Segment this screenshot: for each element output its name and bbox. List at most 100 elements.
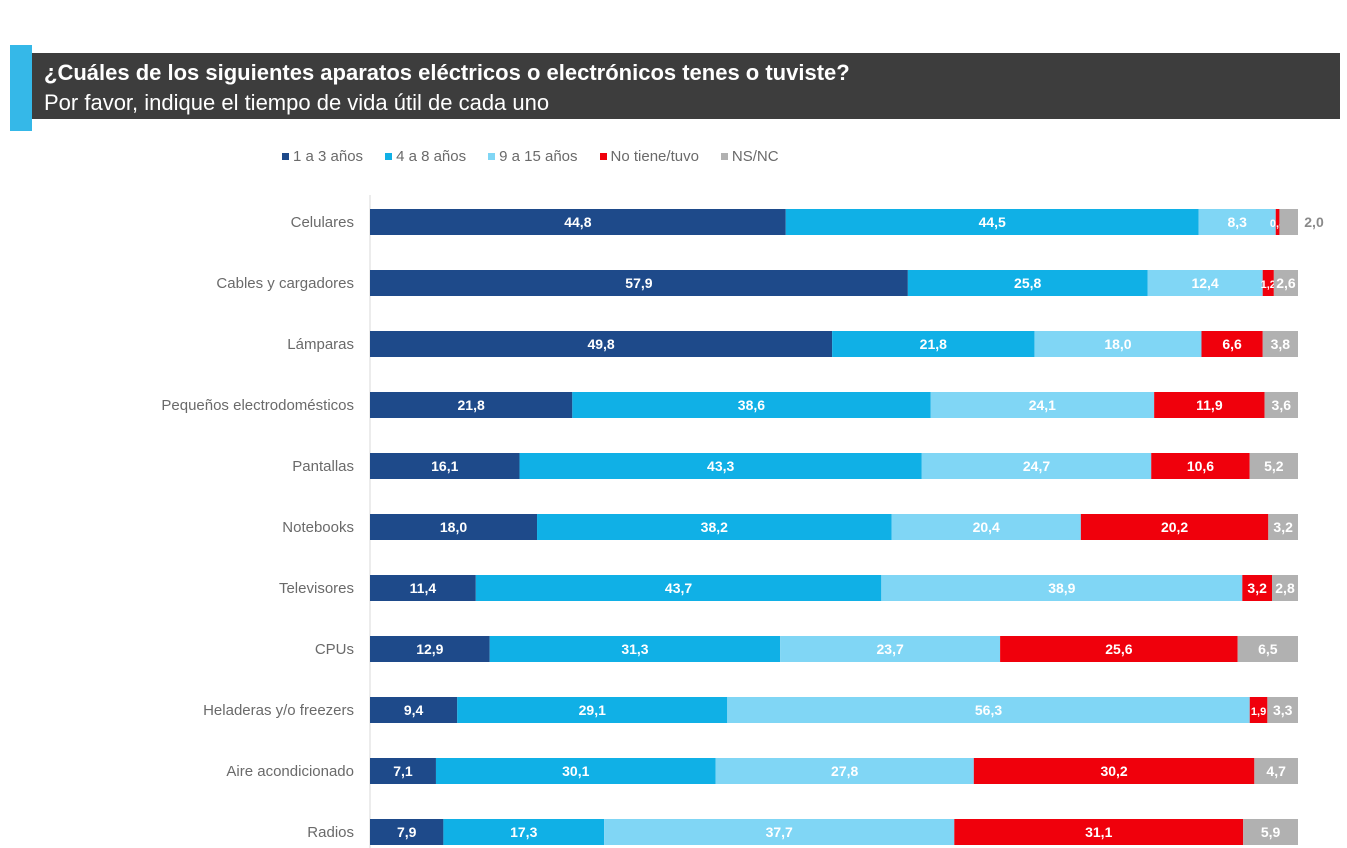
bar-segment bbox=[1268, 514, 1298, 540]
legend-swatch bbox=[720, 153, 728, 160]
category-label: Cables y cargadores bbox=[216, 275, 354, 292]
bar-segment bbox=[973, 758, 1255, 784]
data-label: 3,2 bbox=[1273, 519, 1293, 535]
data-label: 1,2 bbox=[1261, 279, 1276, 291]
data-label: 6,6 bbox=[1222, 336, 1242, 352]
bar-segment bbox=[537, 514, 892, 540]
bar-segment bbox=[1242, 575, 1273, 601]
category-label: Notebooks bbox=[282, 519, 354, 536]
data-label: 30,1 bbox=[562, 763, 589, 779]
bar-segment bbox=[1249, 453, 1298, 479]
data-label: 17,3 bbox=[510, 824, 537, 840]
bar-segment bbox=[715, 758, 974, 784]
bar-segment bbox=[727, 697, 1250, 723]
bar-segment bbox=[475, 575, 882, 601]
data-label: 3,2 bbox=[1247, 580, 1267, 596]
category-label: CPUs bbox=[315, 641, 354, 658]
bar-segment bbox=[881, 575, 1243, 601]
bar-segment bbox=[1000, 636, 1238, 662]
data-label: 6,5 bbox=[1258, 641, 1278, 657]
chart-legend: 1 a 3 años 4 a 8 años 9 a 15 años No tie… bbox=[282, 148, 779, 165]
data-label: 38,9 bbox=[1048, 580, 1075, 596]
data-label: 38,6 bbox=[738, 397, 765, 413]
data-label: 3,3 bbox=[1273, 702, 1293, 718]
bar-segment bbox=[519, 453, 922, 479]
legend-label: 1 a 3 años bbox=[293, 148, 364, 165]
data-label: 9,4 bbox=[404, 702, 424, 718]
data-label: 29,1 bbox=[579, 702, 606, 718]
category-label: Pequeños electrodomésticos bbox=[161, 397, 354, 414]
data-label: 44,8 bbox=[564, 214, 591, 230]
bar-segment bbox=[1249, 697, 1268, 723]
data-label: 31,1 bbox=[1085, 824, 1112, 840]
bar-segment bbox=[785, 209, 1199, 235]
data-label: 2,6 bbox=[1276, 275, 1296, 291]
bar-segment bbox=[780, 636, 1001, 662]
data-label: 1,9 bbox=[1251, 706, 1266, 718]
bar-segment bbox=[891, 514, 1081, 540]
legend-swatch bbox=[282, 153, 289, 160]
data-label: 5,2 bbox=[1264, 458, 1284, 474]
bar-segment bbox=[1264, 392, 1298, 418]
bar-segment bbox=[1272, 575, 1298, 601]
bar-segment bbox=[370, 453, 520, 479]
data-label: 20,2 bbox=[1161, 519, 1188, 535]
chart-subtitle: Por favor, indique el tiempo de vida úti… bbox=[44, 90, 550, 115]
data-label: 49,8 bbox=[587, 336, 614, 352]
bar-segment bbox=[1262, 270, 1274, 296]
data-label: 18,0 bbox=[440, 519, 467, 535]
data-label: 11,9 bbox=[1196, 397, 1223, 413]
bar-segment bbox=[1267, 697, 1298, 723]
data-label: 11,4 bbox=[410, 580, 437, 596]
category-label: Celulares bbox=[291, 214, 354, 231]
data-label: 2,0 bbox=[1304, 214, 1324, 230]
data-label: 2,8 bbox=[1275, 580, 1295, 596]
legend-item: 4 a 8 años bbox=[385, 148, 466, 165]
data-label: 24,1 bbox=[1029, 397, 1056, 413]
bar-segment bbox=[370, 819, 444, 845]
category-label: Televisores bbox=[279, 580, 354, 597]
bar-segment bbox=[489, 636, 781, 662]
data-label: 24,7 bbox=[1023, 458, 1050, 474]
bar-segment bbox=[457, 697, 728, 723]
legend-swatch bbox=[488, 153, 496, 160]
bar-segment bbox=[1080, 514, 1269, 540]
data-label: 21,8 bbox=[458, 397, 485, 413]
bar-segment bbox=[435, 758, 716, 784]
category-label: Lámparas bbox=[287, 336, 354, 353]
bar-segment bbox=[1275, 209, 1280, 235]
data-label: 25,8 bbox=[1014, 275, 1041, 291]
bar-segment bbox=[370, 392, 573, 418]
data-label: 37,7 bbox=[766, 824, 793, 840]
bar-segment bbox=[370, 636, 490, 662]
legend-label: No tiene/tuvo bbox=[610, 148, 699, 165]
bar-segment bbox=[907, 270, 1148, 296]
bar-segment bbox=[370, 331, 833, 357]
data-label: 4,7 bbox=[1266, 763, 1286, 779]
data-label: 12,4 bbox=[1191, 275, 1218, 291]
legend-swatch bbox=[385, 153, 393, 160]
category-label: Heladeras y/o freezers bbox=[203, 702, 354, 719]
bar-segment bbox=[443, 819, 605, 845]
category-label: Pantallas bbox=[292, 458, 354, 475]
data-label: 23,7 bbox=[877, 641, 904, 657]
data-label: 7,1 bbox=[393, 763, 413, 779]
data-label: 21,8 bbox=[920, 336, 947, 352]
legend-item: NS/NC bbox=[720, 148, 779, 165]
bar-segment bbox=[930, 392, 1155, 418]
data-label: 10,6 bbox=[1187, 458, 1214, 474]
bar-segment bbox=[370, 514, 538, 540]
bar-segment bbox=[370, 209, 786, 235]
legend-label: 9 a 15 años bbox=[499, 148, 578, 165]
chart-title: ¿Cuáles de los siguientes aparatos eléct… bbox=[44, 60, 850, 85]
bar-segment bbox=[1201, 331, 1263, 357]
bar-segment bbox=[832, 331, 1035, 357]
data-label: 38,2 bbox=[701, 519, 728, 535]
data-label: 5,9 bbox=[1261, 824, 1281, 840]
bar-segment bbox=[1254, 758, 1298, 784]
data-label: 43,3 bbox=[707, 458, 734, 474]
data-label: 56,3 bbox=[975, 702, 1002, 718]
data-label: 44,5 bbox=[979, 214, 1006, 230]
bar-segment bbox=[1147, 270, 1263, 296]
